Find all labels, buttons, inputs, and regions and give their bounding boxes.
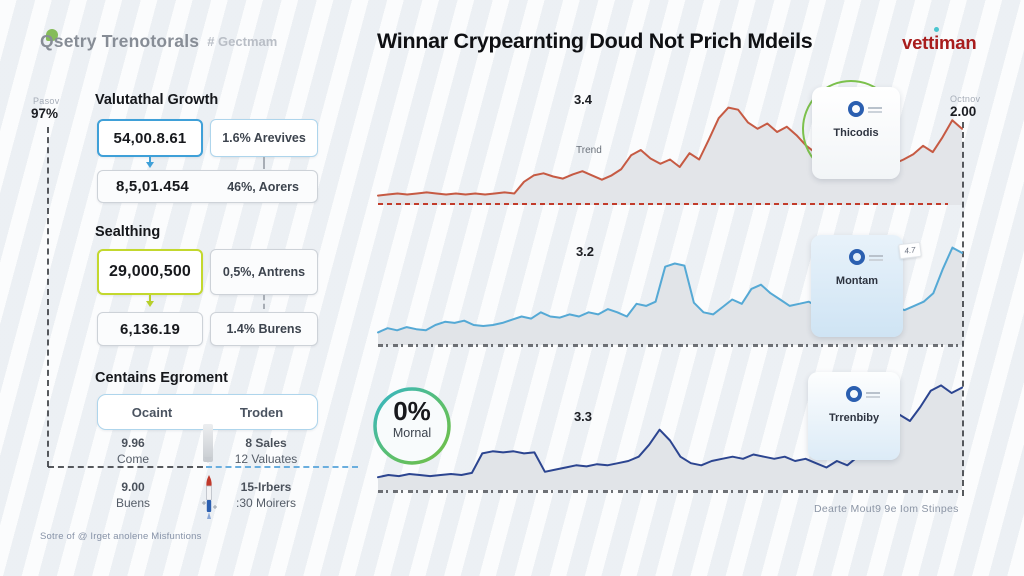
sealthing-secondary-box: 0,5%, Antrens	[210, 249, 318, 295]
peak-value-label: 3.2	[575, 244, 595, 259]
chart-montam: 3.2 Montam 4.7	[377, 229, 963, 345]
rocket-icon	[202, 475, 217, 519]
peak-sublabel: Trend	[576, 145, 602, 156]
stat-value: 15-Irbers	[240, 480, 292, 494]
sealthing-primary-value: 29,000,500	[108, 263, 192, 280]
sealthing-primary-box: 29,000,500	[97, 249, 203, 295]
right-axis-value: 2.00	[950, 104, 977, 119]
red-dashed-baseline	[378, 203, 948, 205]
coin-logo-icon	[849, 249, 883, 265]
chart-caption: Dearte Mout9 9e Iom Stinpes	[814, 503, 959, 515]
stat-value: 9.96	[121, 436, 145, 450]
growth-result-note: 46%, Aorers	[227, 179, 299, 194]
stat-sales: 8 Sales 12 Valuates	[218, 435, 314, 467]
badge-montam: Montam	[811, 235, 903, 337]
right-dashed-guide	[962, 122, 964, 496]
brand-dot-icon	[934, 27, 939, 32]
chart-thicodis: 3.4 Trend Thicodis	[377, 80, 963, 205]
stat-come: 9.96 Come	[85, 435, 181, 467]
growth-primary-value: 54,00.8.61	[113, 129, 187, 147]
badge-label: Montam	[835, 275, 879, 287]
growth-primary-box: 54,00.8.61	[97, 119, 203, 157]
left-dashed-guide	[47, 127, 49, 467]
sealthing-note-box: 1.4% Burens	[210, 312, 318, 346]
connector-line	[263, 157, 265, 169]
section-heading-egroment: Centains Egroment	[95, 370, 228, 386]
ring-percent-text: 0%	[393, 396, 431, 426]
dashed-connector-line	[263, 295, 265, 309]
stat-label: Come	[116, 452, 149, 466]
growth-secondary-box: 1.6% Arevives	[210, 119, 318, 157]
bottom-dashed-guide-blue	[206, 466, 358, 468]
sealthing-secondary-value: 0,5%, Antrens	[222, 265, 306, 279]
badge-trrenbiby: Trrenbiby	[808, 372, 900, 460]
section-heading-sealthing: Sealthing	[95, 224, 161, 240]
stat-value: 8 Sales	[245, 436, 287, 450]
right-axis-label: Octnov	[950, 94, 981, 104]
sealthing-result-value: 6,136.19	[120, 320, 180, 338]
stat-label: Buens	[115, 496, 151, 510]
logo: Qsetry Trenotorals # Gectmam	[40, 29, 278, 52]
badge-label: Thicodis	[833, 127, 879, 139]
growth-secondary-value: 1.6% Arevives	[222, 131, 306, 145]
stat-moirers: 15-Irbers :30 Moirers	[218, 479, 314, 511]
down-arrow-icon	[146, 295, 154, 307]
growth-result-value: 8,5,01.454	[116, 178, 189, 195]
leaf-logo-icon	[46, 29, 58, 41]
peak-value-label: 3.4	[573, 92, 593, 107]
egroment-col-right: Troden	[239, 404, 284, 420]
left-axis-label: Pasov	[33, 96, 60, 106]
logo-text: Qsetry Trenotorals	[40, 31, 200, 51]
stat-label: :30 Moirers	[235, 496, 297, 510]
sealthing-result-box: 6,136.19	[97, 312, 203, 346]
growth-result-box: 8,5,01.454 46%, Aorers	[97, 170, 318, 203]
badge-thicodis: Thicodis	[812, 87, 900, 179]
brand-logo: vettiman	[902, 32, 977, 53]
zero-percent-ring	[373, 387, 451, 465]
divider-arrow-icon	[203, 424, 213, 463]
badge-label: Trrenbiby	[828, 412, 880, 424]
coin-logo-icon	[846, 386, 880, 402]
micro-text-row	[378, 490, 958, 493]
logo-suffix: # Gectmam	[207, 34, 278, 49]
micro-text-row	[378, 344, 958, 347]
down-arrow-icon	[146, 157, 154, 168]
bottom-dashed-guide-dark	[48, 466, 203, 468]
egroment-col-left: Ocaint	[131, 404, 173, 420]
coin-logo-icon	[848, 101, 882, 117]
chart-trrenbiby: 3.3 Trrenbiby	[377, 372, 963, 490]
stat-buens: 9.00 Buens	[85, 479, 181, 511]
section-heading-growth: Valutathal Growth	[95, 92, 219, 108]
sealthing-result-note: 1.4% Burens	[226, 322, 302, 336]
peak-value-label: 3.3	[573, 409, 593, 424]
ring-value: 0% Mornal	[372, 398, 452, 440]
left-axis-value: 97%	[31, 106, 59, 121]
stat-value: 9.00	[121, 480, 145, 494]
page-title: Winnar Crypearnting Doud Not Prich Mdeil…	[377, 29, 813, 53]
footnote: Sotre of @ Irget anolene Misfuntions	[40, 531, 202, 542]
ring-label-text: Mornal	[392, 426, 432, 440]
stat-label: 12 Valuates	[234, 452, 298, 466]
score-tag: 4.7	[898, 241, 922, 260]
